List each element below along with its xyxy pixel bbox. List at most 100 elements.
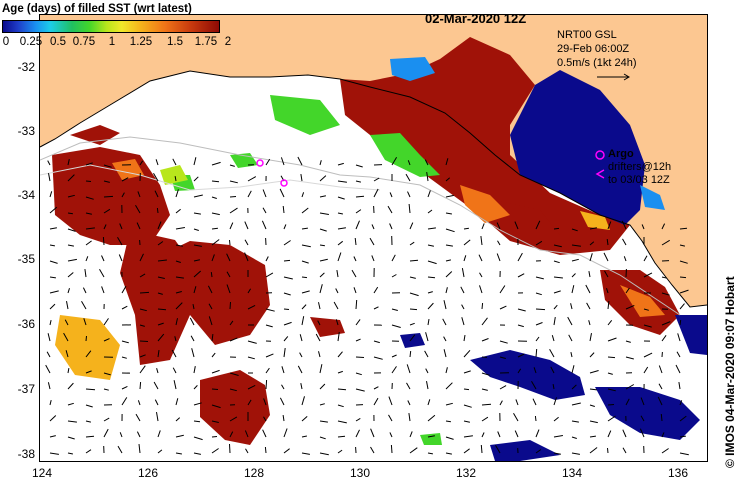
current-vector <box>85 388 96 391</box>
current-vector <box>424 350 429 358</box>
current-vector <box>226 284 231 294</box>
current-vector <box>319 244 325 247</box>
current-vector <box>463 370 471 374</box>
current-vector <box>373 188 379 198</box>
current-vector <box>442 318 447 326</box>
current-vector <box>445 402 453 406</box>
current-vector <box>117 236 123 246</box>
current-vector <box>643 308 649 311</box>
current-vector <box>585 284 591 294</box>
current-vector <box>625 356 634 360</box>
current-vector <box>607 415 616 422</box>
y-tick: -36 <box>17 317 35 331</box>
current-vector <box>679 452 689 456</box>
current-vector <box>497 431 501 438</box>
current-vector <box>301 396 305 406</box>
current-vector <box>640 397 645 406</box>
current-vector <box>211 404 221 409</box>
current-vector <box>445 420 451 423</box>
current-vector <box>553 290 561 294</box>
current-vector <box>424 159 429 166</box>
current-vector <box>47 382 51 390</box>
current-vector <box>279 188 285 198</box>
current-vector <box>283 448 290 454</box>
x-tick: 134 <box>561 466 583 480</box>
current-vector <box>193 385 198 390</box>
current-vector <box>171 349 177 358</box>
current-vector <box>571 365 575 374</box>
current-vector <box>319 258 328 262</box>
current-vector <box>337 227 346 230</box>
current-vector <box>571 273 576 278</box>
current-vector <box>300 174 303 182</box>
current-vector <box>355 372 362 376</box>
current-vector <box>533 367 537 374</box>
current-vector <box>388 414 393 422</box>
current-vector <box>426 172 429 182</box>
current-vector <box>229 222 234 230</box>
current-vector <box>157 449 163 454</box>
current-vector <box>283 336 289 342</box>
current-vector <box>261 220 267 230</box>
current-vector <box>47 160 51 166</box>
current-vector <box>535 292 542 296</box>
current-vector <box>643 352 653 358</box>
current-vector <box>481 403 492 406</box>
current-vector <box>373 340 380 344</box>
current-vector <box>461 317 465 326</box>
current-vector <box>425 332 429 342</box>
current-vector <box>337 240 344 246</box>
current-vector <box>461 304 465 310</box>
current-vector <box>427 227 436 230</box>
current-vector <box>135 204 141 214</box>
current-vector <box>262 429 267 438</box>
current-vector <box>427 399 431 406</box>
current-vector <box>49 319 52 326</box>
current-vector <box>571 384 577 390</box>
current-vector <box>427 435 435 438</box>
current-vector <box>139 253 144 262</box>
current-vector <box>481 317 488 326</box>
current-vector <box>319 420 328 423</box>
current-vector <box>553 416 559 422</box>
current-vector <box>154 399 159 406</box>
current-vector <box>369 237 375 246</box>
current-vector <box>679 415 687 422</box>
current-vector <box>136 222 141 230</box>
current-vector <box>67 272 74 278</box>
current-vector <box>211 436 218 438</box>
current-vector <box>247 399 252 406</box>
drifters-line1: drifters@12h <box>608 161 672 173</box>
current-vector <box>139 324 145 327</box>
current-vector <box>571 258 579 262</box>
current-vector <box>607 404 615 406</box>
current-vector <box>625 384 635 390</box>
current-vector <box>589 352 595 358</box>
current-vector <box>229 443 231 454</box>
current-vector <box>157 221 162 230</box>
argo-label: Argo <box>608 148 634 160</box>
current-vector <box>301 192 305 198</box>
current-vector <box>49 303 56 310</box>
current-vector <box>121 192 125 198</box>
current-vector <box>191 348 195 358</box>
current-vector <box>299 352 303 358</box>
current-vector <box>409 276 416 279</box>
current-vector <box>589 253 593 262</box>
current-vector <box>297 156 303 166</box>
current-vector <box>283 308 290 310</box>
current-vector <box>607 301 610 310</box>
current-vector <box>408 413 411 422</box>
current-vector <box>445 436 454 440</box>
current-vector <box>193 157 197 166</box>
current-vector <box>661 239 670 246</box>
map-panel[interactable] <box>39 14 708 462</box>
current-vector <box>335 288 339 294</box>
current-vector <box>190 335 195 342</box>
current-vector <box>136 431 141 438</box>
current-vector <box>445 367 448 374</box>
current-vector <box>535 336 540 342</box>
current-vector <box>280 157 285 166</box>
current-vector <box>283 292 291 296</box>
current-vector <box>138 444 141 454</box>
